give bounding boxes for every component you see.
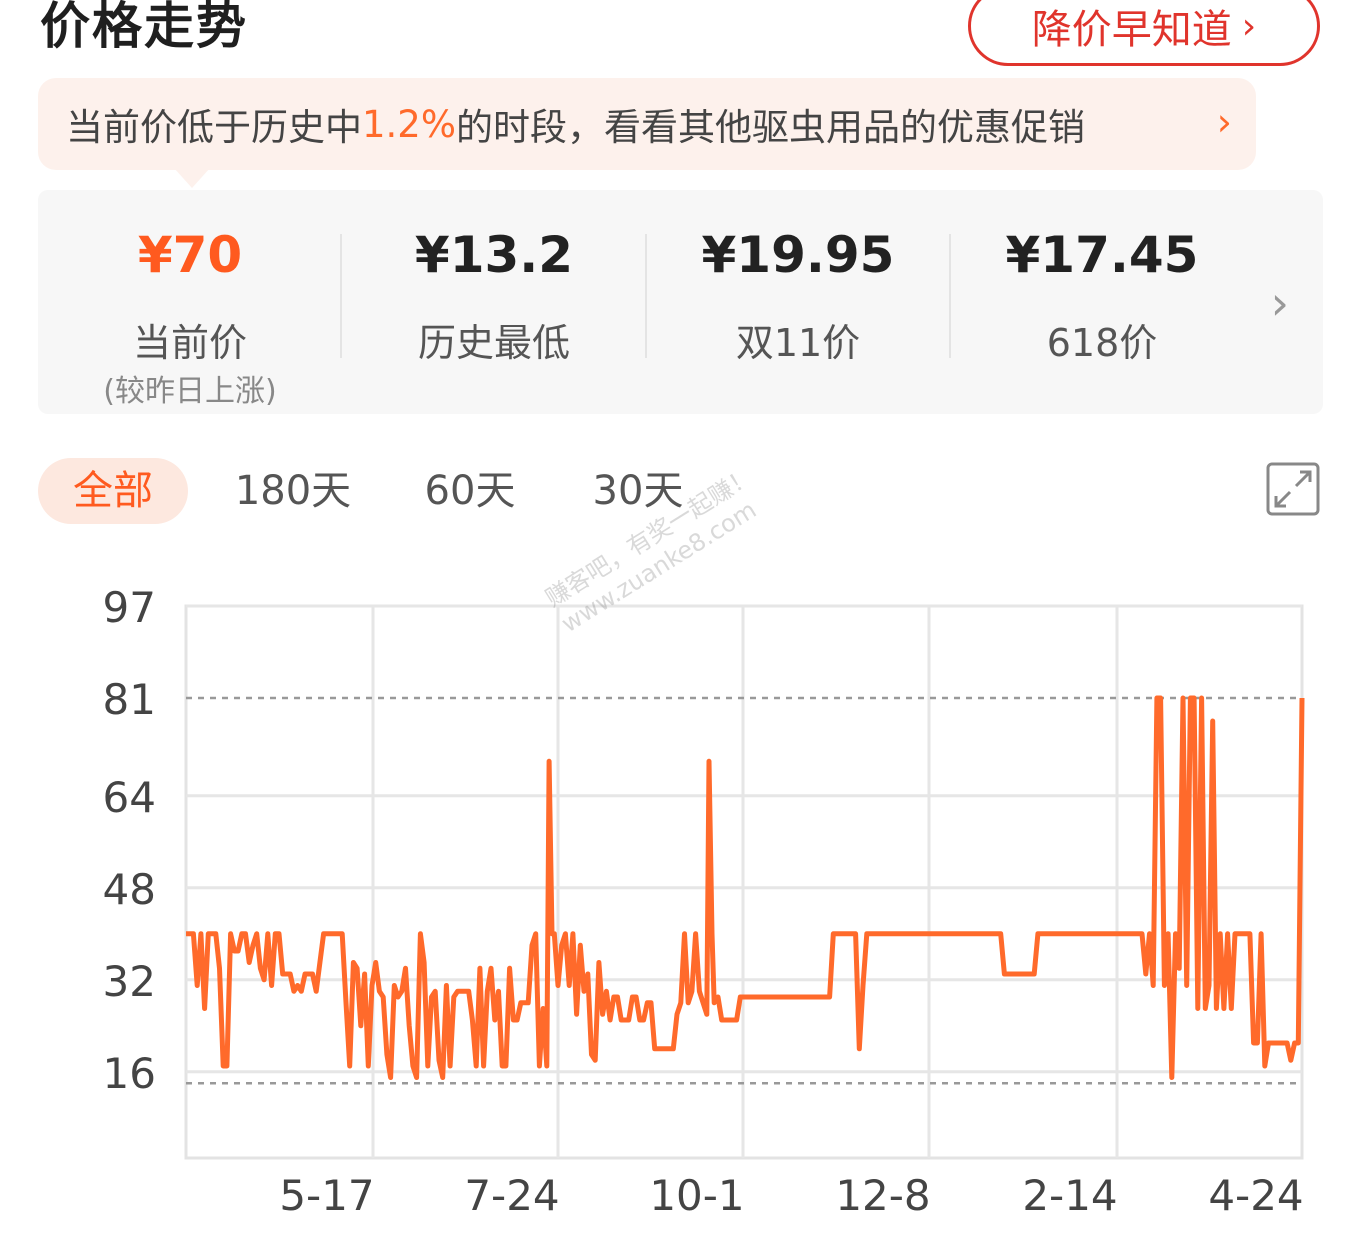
stat-value: ¥19.95 xyxy=(646,226,950,284)
stat-value: ¥13.2 xyxy=(342,226,646,284)
x-tick-label: 4-24 xyxy=(1208,1171,1303,1220)
stat-current-price: ¥70 当前价 (较昨日上涨) xyxy=(38,190,342,414)
chevron-right-icon: › xyxy=(1217,100,1232,144)
x-tick-label: 2-14 xyxy=(1022,1171,1117,1220)
x-tick-label: 12-8 xyxy=(835,1171,930,1220)
tab-30-days[interactable]: 30天 xyxy=(568,458,708,524)
x-tick-label: 5-17 xyxy=(279,1171,374,1220)
stat-label: 双11价 xyxy=(646,312,950,367)
stat-double11-price: ¥19.95 双11价 xyxy=(646,190,950,414)
tip-pointer xyxy=(174,168,210,188)
stat-label: 618价 xyxy=(950,312,1254,367)
stat-label: 当前价 xyxy=(38,312,342,367)
chevron-right-icon[interactable]: › xyxy=(1271,276,1289,330)
tip-suffix: 的时段，看看其他驱虫用品的优惠促销 xyxy=(456,97,1085,151)
stat-lowest-price: ¥13.2 历史最低 xyxy=(342,190,646,414)
y-tick-label: 97 xyxy=(103,583,156,632)
y-tick-label: 48 xyxy=(103,865,156,914)
y-tick-label: 16 xyxy=(103,1049,156,1098)
y-tick-label: 32 xyxy=(103,957,156,1006)
stat-618-price: ¥17.45 618价 xyxy=(950,190,1254,414)
y-tick-label: 81 xyxy=(103,675,156,724)
page-title: 价格走势 xyxy=(40,0,248,58)
chevron-right-icon: › xyxy=(1242,6,1256,47)
expand-icon[interactable] xyxy=(1266,462,1320,516)
y-tick-label: 64 xyxy=(103,773,156,822)
tab-all[interactable]: 全部 xyxy=(38,458,188,524)
stat-note: (较昨日上涨) xyxy=(38,366,342,410)
x-tick-label: 10-1 xyxy=(649,1171,744,1220)
tip-prefix: 当前价低于历史中 xyxy=(66,97,362,151)
x-tick-label: 7-24 xyxy=(464,1171,559,1220)
price-alert-button[interactable]: 降价早知道 › xyxy=(968,0,1320,66)
price-tip-banner[interactable]: 当前价低于历史中 1.2% 的时段，看看其他驱虫用品的优惠促销 › xyxy=(38,78,1256,170)
tip-percent: 1.2% xyxy=(362,103,456,146)
stat-value: ¥70 xyxy=(38,226,342,284)
price-trend-chart: 97 81 64 48 32 16 5-17 7-24 10-1 12-8 2-14 4-24 xyxy=(0,560,1360,1237)
stat-label: 历史最低 xyxy=(342,312,646,367)
stat-value: ¥17.45 xyxy=(950,226,1254,284)
price-stats-panel[interactable]: ¥70 当前价 (较昨日上涨) ¥13.2 历史最低 ¥19.95 双11价 ¥… xyxy=(38,190,1323,414)
tab-60-days[interactable]: 60天 xyxy=(400,458,540,524)
tab-180-days[interactable]: 180天 xyxy=(218,458,368,524)
price-alert-label: 降价早知道 xyxy=(1032,0,1232,55)
